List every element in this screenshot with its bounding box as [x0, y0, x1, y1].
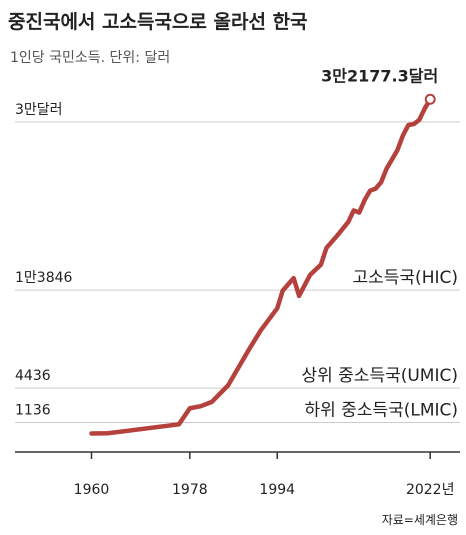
- y-tick-label: 1만3846: [15, 270, 73, 286]
- chart-subtitle: 1인당 국민소득. 단위: 달러: [10, 50, 170, 66]
- value-label: 3만2177.3달러: [321, 66, 438, 85]
- end-point: [424, 93, 436, 105]
- data-line: [89, 97, 433, 436]
- x-tick-label: 1994: [259, 482, 295, 498]
- x-tick-label: 2022년: [406, 482, 455, 498]
- source: 자료=세계은행: [382, 512, 458, 527]
- threshold-label: 하위 중소득국(LMIC): [304, 400, 458, 420]
- y-tick-label: 3만달러: [15, 102, 63, 118]
- x-tick-label: 1960: [74, 482, 110, 498]
- threshold-label: 고소득국(HIC): [353, 268, 459, 288]
- y-tick-label: 1136: [15, 402, 51, 418]
- threshold-label: 상위 중소득국(UMIC): [301, 366, 458, 386]
- chart-title: 중진국에서 고소득국으로 올라선 한국: [8, 11, 308, 33]
- y-tick-label: 4436: [15, 368, 51, 384]
- x-tick-label: 1978: [172, 482, 208, 498]
